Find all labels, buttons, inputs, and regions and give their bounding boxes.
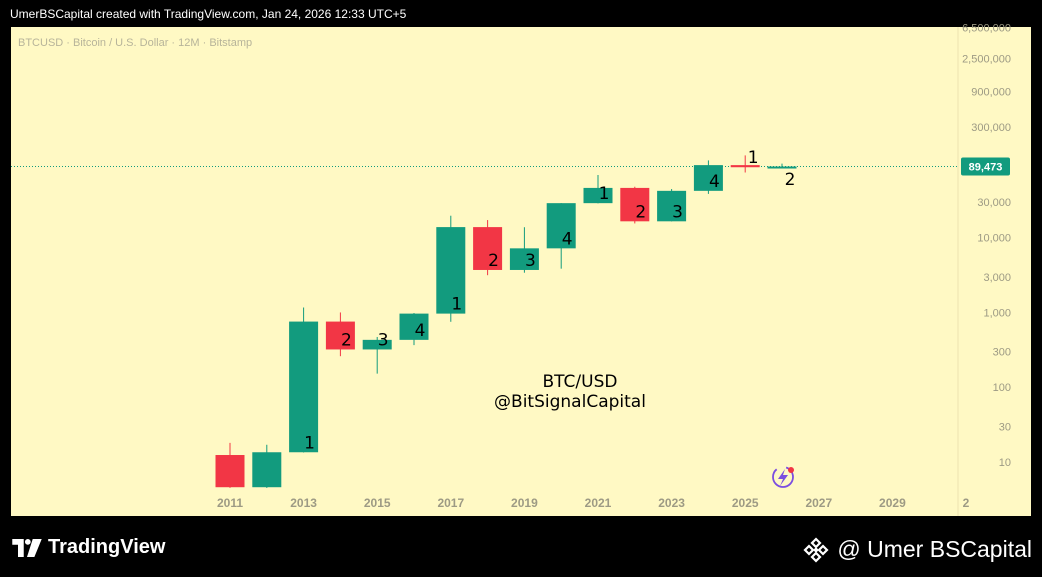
candle[interactable]: [252, 444, 282, 488]
y-tick-label: 6,500,000: [962, 22, 1011, 34]
candle-body: [583, 187, 613, 204]
lightning-icon-ring: [772, 466, 794, 488]
candle[interactable]: 4: [546, 203, 576, 269]
wave-count-label: 1: [748, 148, 759, 168]
candle-body: [620, 187, 650, 222]
candle-body: [509, 248, 539, 270]
y-tick-label: 30: [999, 421, 1011, 433]
watermark-line-1: BTC/USD: [543, 372, 618, 392]
tradingview-logo[interactable]: TradingView: [12, 536, 165, 559]
lightning-icon-dot: [788, 467, 794, 473]
watermark: BTC/USD @BitSignalCapital: [494, 372, 646, 412]
candle[interactable]: 2: [473, 220, 503, 276]
candle-body: [546, 203, 576, 249]
lightning-icon[interactable]: [772, 466, 794, 488]
candle[interactable]: 3: [509, 227, 539, 273]
wave-count-label: 1: [304, 433, 315, 453]
candle[interactable]: 4: [693, 160, 723, 194]
symbol-label: BTCUSD · Bitcoin / U.S. Dollar · 12M · B…: [18, 37, 252, 49]
x-tick-label: 2019: [511, 496, 538, 510]
candle-body: [693, 165, 723, 191]
candle-body: [252, 452, 282, 488]
wave-count-label: 4: [415, 321, 426, 341]
candle-body: [399, 313, 429, 340]
last-price-tag-box: [961, 157, 1010, 176]
candle-body: [215, 455, 245, 488]
candle-body: [362, 339, 392, 350]
candle-body: [473, 227, 503, 270]
wave-count-label: 1: [599, 184, 610, 204]
y-tick-label: 2,500,000: [962, 53, 1011, 65]
tradingview-brand-text: TradingView: [48, 536, 166, 558]
candle[interactable]: 3: [657, 189, 687, 222]
candle-body: [325, 321, 355, 350]
x-tick-label: 2023: [658, 496, 685, 510]
wave-count-label: 2: [785, 170, 796, 190]
time-axis[interactable]: 2011 2013 2015 2017 2019 2021 2023 2025 2027 2029…: [217, 496, 970, 510]
price-axis[interactable]: 10 30 100 300 1,000 3,000 10,000 30,000 300,000 9…: [962, 22, 1011, 469]
x-tick-label: 2017: [437, 496, 464, 510]
y-tick-label: 300: [993, 347, 1011, 359]
y-tick-label: 300,000: [971, 122, 1011, 134]
author-credit-text: @ Umer BSCapital: [837, 536, 1032, 562]
watermark-line-2: @BitSignalCapital: [494, 392, 646, 412]
wave-count-label: 3: [525, 251, 536, 271]
wave-count-label: 1: [451, 295, 462, 315]
y-tick-label: 10,000: [977, 233, 1011, 245]
wave-count-label: 3: [672, 202, 683, 222]
chart-background[interactable]: [11, 27, 1031, 516]
wave-count-label: 2: [488, 251, 499, 271]
wave-count-label: 3: [378, 330, 389, 350]
x-tick-label: 2025: [732, 496, 759, 510]
lightning-icon-bolt: [778, 469, 788, 486]
candle-body: [289, 321, 319, 453]
y-tick-label: 30,000: [977, 197, 1011, 209]
candle[interactable]: 1: [436, 215, 466, 322]
y-tick-label: 100: [993, 382, 1011, 394]
candle[interactable]: 1: [289, 307, 319, 453]
candle-body: [657, 190, 687, 222]
candle[interactable]: 1: [583, 174, 613, 204]
x-tick-label: 2029: [879, 496, 906, 510]
x-tick-label: 2027: [805, 496, 832, 510]
candle-body: [436, 227, 466, 314]
author-credit: @ Umer BSCapital: [803, 536, 1032, 563]
last-price-tag-text: 89,473: [969, 162, 1003, 174]
chart-credit-header: UmerBSCapital created with TradingView.c…: [10, 7, 407, 21]
wave-count-label: 2: [341, 330, 352, 350]
tradingview-logo-icon: [12, 538, 42, 557]
candle[interactable]: [215, 442, 245, 488]
binance-square-icon: [803, 536, 829, 563]
wave-count-label: 4: [562, 229, 573, 249]
candles-layer: 1 2 3 4 1 2 3 4 1 2 3 4 1 2: [215, 148, 797, 488]
x-tick-label: 2021: [585, 496, 612, 510]
last-price-tag: 89,473: [961, 157, 1010, 176]
x-tick-label: 2013: [290, 496, 317, 510]
candle[interactable]: 2: [620, 186, 650, 224]
candle[interactable]: 1: [730, 148, 760, 173]
wave-count-label: 4: [709, 172, 720, 192]
y-tick-label: 1,000: [983, 307, 1011, 319]
candle[interactable]: 3: [362, 330, 392, 374]
candle-body: [767, 166, 797, 169]
candle[interactable]: 2: [767, 163, 797, 191]
candle-body: [730, 165, 760, 168]
y-tick-label: 3,000: [983, 272, 1011, 284]
candle[interactable]: 2: [325, 312, 355, 357]
y-tick-label: 10: [999, 457, 1011, 469]
x-tick-label: 2: [963, 496, 970, 510]
x-tick-label: 2011: [217, 496, 243, 510]
candle[interactable]: 4: [399, 312, 429, 346]
x-tick-label: 2015: [364, 496, 391, 510]
y-tick-label: 900,000: [971, 87, 1011, 99]
wave-count-label: 2: [635, 202, 646, 222]
